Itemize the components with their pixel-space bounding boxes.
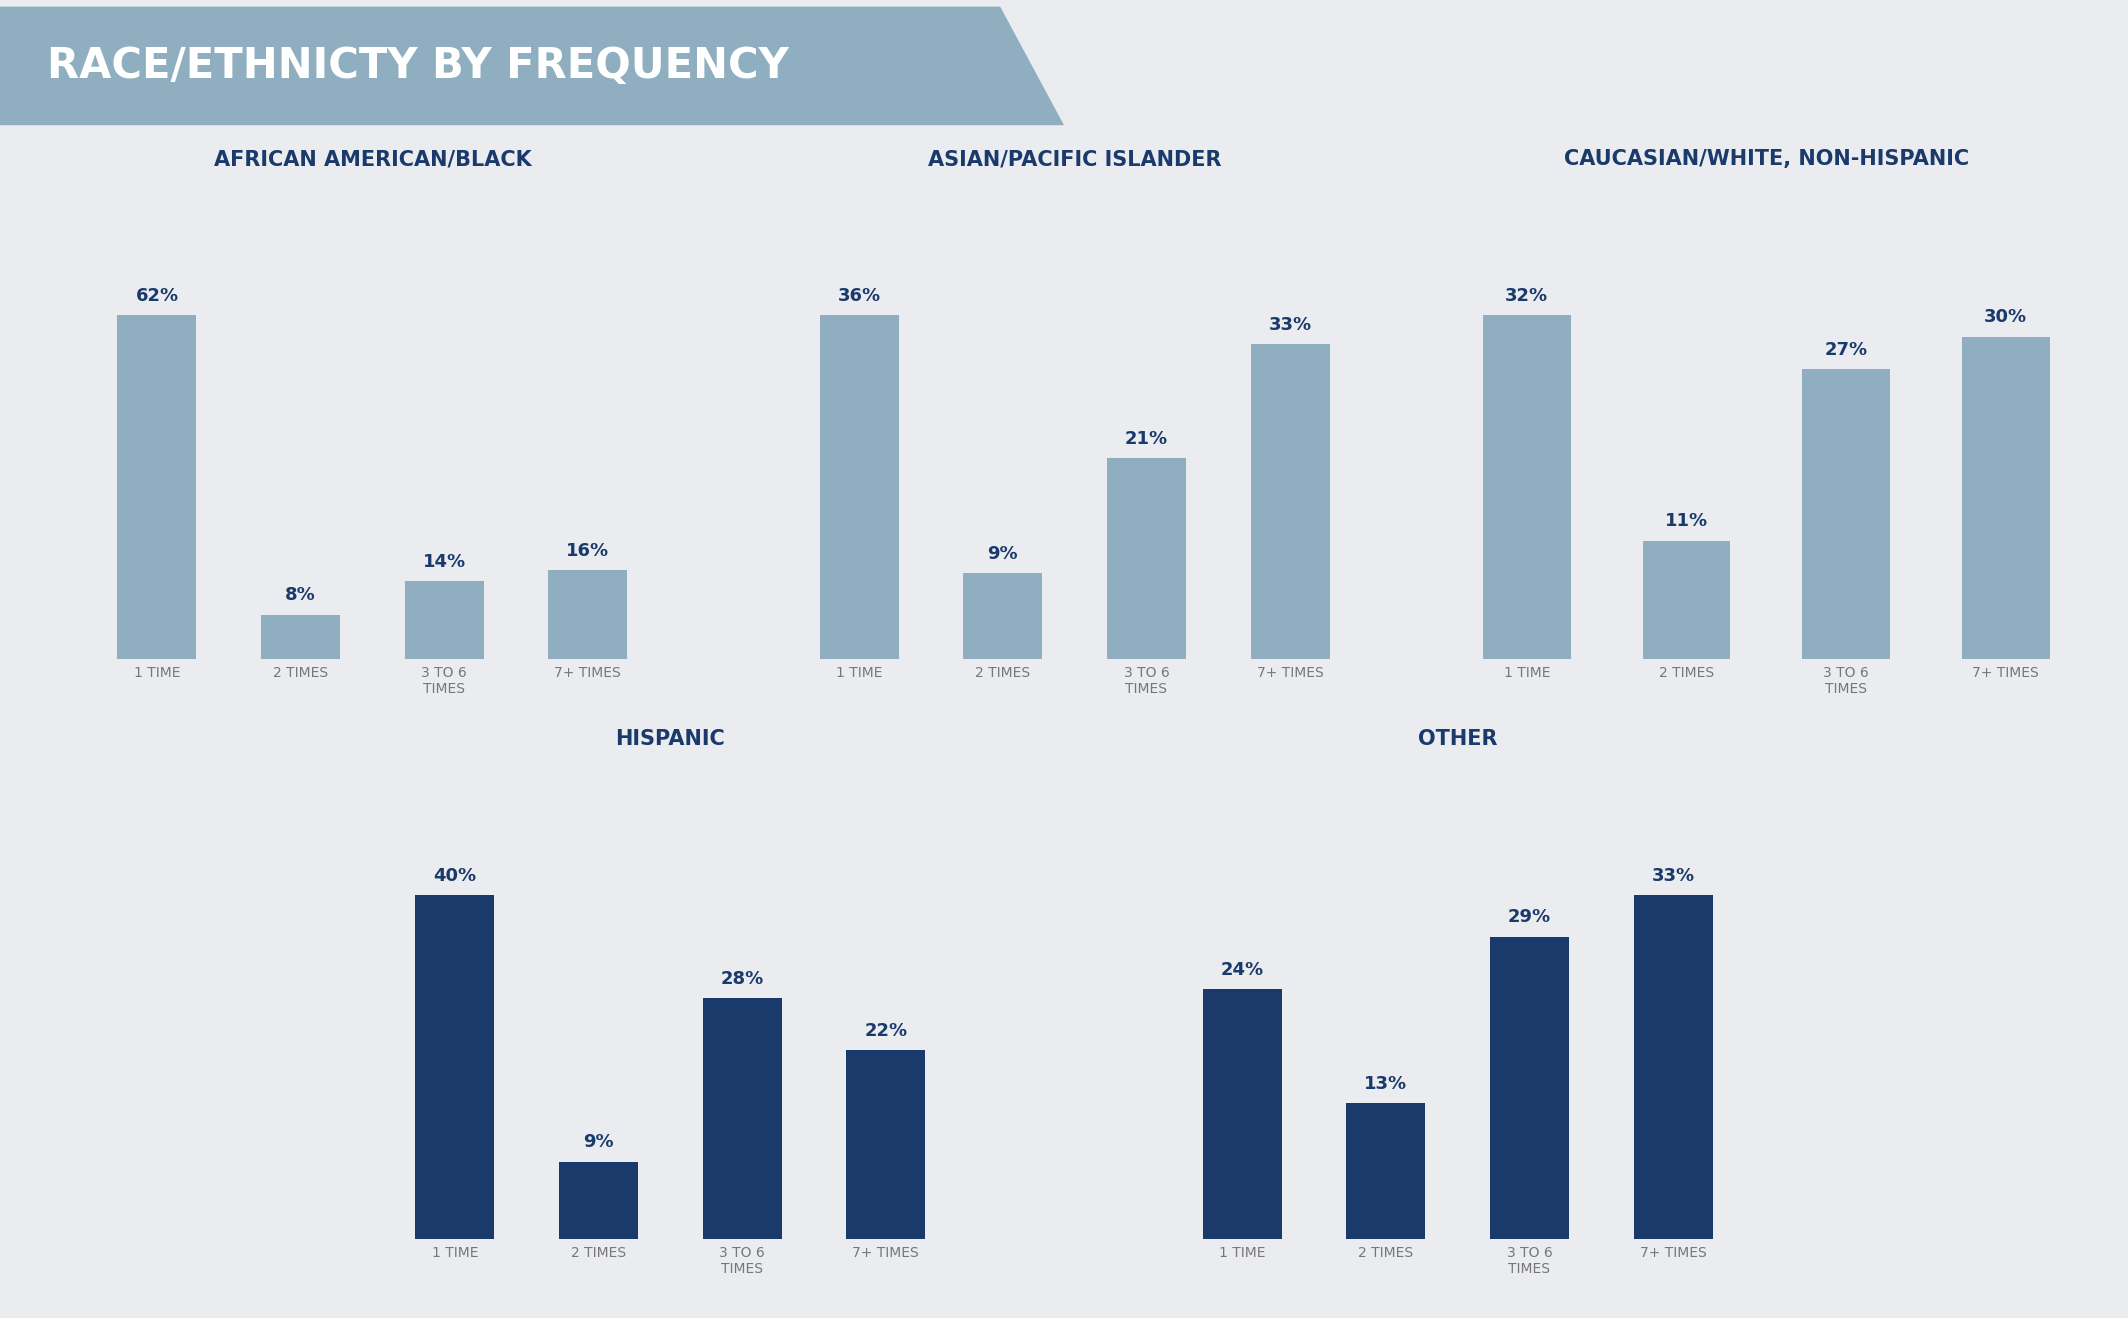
Text: 9%: 9% [583, 1133, 613, 1151]
Bar [1202, 988, 1281, 1239]
Bar [1490, 937, 1568, 1239]
Bar [964, 573, 1043, 659]
Bar [560, 1161, 638, 1239]
Bar [847, 1050, 926, 1239]
Title: AFRICAN AMERICAN/BLACK: AFRICAN AMERICAN/BLACK [213, 149, 532, 169]
Text: 27%: 27% [1824, 340, 1868, 358]
Text: 40%: 40% [434, 867, 477, 884]
Text: 21%: 21% [1126, 430, 1168, 448]
Title: HISPANIC: HISPANIC [615, 729, 726, 749]
Polygon shape [0, 7, 1064, 125]
Text: RACE/ETHNICTY BY FREQUENCY: RACE/ETHNICTY BY FREQUENCY [47, 45, 789, 87]
Bar [262, 614, 340, 659]
Title: CAUCASIAN/WHITE, NON-HISPANIC: CAUCASIAN/WHITE, NON-HISPANIC [1564, 149, 1968, 169]
Text: 36%: 36% [838, 287, 881, 304]
Bar [1634, 895, 1713, 1239]
Bar [1483, 315, 1570, 659]
Text: 13%: 13% [1364, 1075, 1407, 1093]
Text: 11%: 11% [1664, 513, 1709, 530]
Text: 16%: 16% [566, 542, 609, 560]
Title: ASIAN/PACIFIC ISLANDER: ASIAN/PACIFIC ISLANDER [928, 149, 1221, 169]
Text: 33%: 33% [1651, 867, 1694, 884]
Text: 14%: 14% [423, 554, 466, 571]
Bar [549, 571, 628, 659]
Text: 62%: 62% [136, 287, 179, 304]
Text: 28%: 28% [721, 970, 764, 988]
Text: 24%: 24% [1221, 961, 1264, 978]
Bar [702, 998, 781, 1239]
Bar [1347, 1103, 1426, 1239]
Text: 32%: 32% [1504, 287, 1549, 304]
Text: 30%: 30% [1983, 308, 2028, 327]
Bar [1643, 540, 1730, 659]
Bar [1251, 344, 1330, 659]
Bar [1962, 336, 2049, 659]
Bar [819, 315, 898, 659]
Bar [415, 895, 494, 1239]
Text: 22%: 22% [864, 1021, 907, 1040]
Text: 33%: 33% [1268, 315, 1311, 333]
Text: 29%: 29% [1509, 908, 1551, 927]
Text: 8%: 8% [285, 587, 315, 605]
Bar [1107, 459, 1185, 659]
Bar [404, 581, 483, 659]
Title: OTHER: OTHER [1417, 729, 1498, 749]
Text: 9%: 9% [987, 544, 1017, 563]
Bar [117, 315, 196, 659]
Bar [1802, 369, 1890, 659]
